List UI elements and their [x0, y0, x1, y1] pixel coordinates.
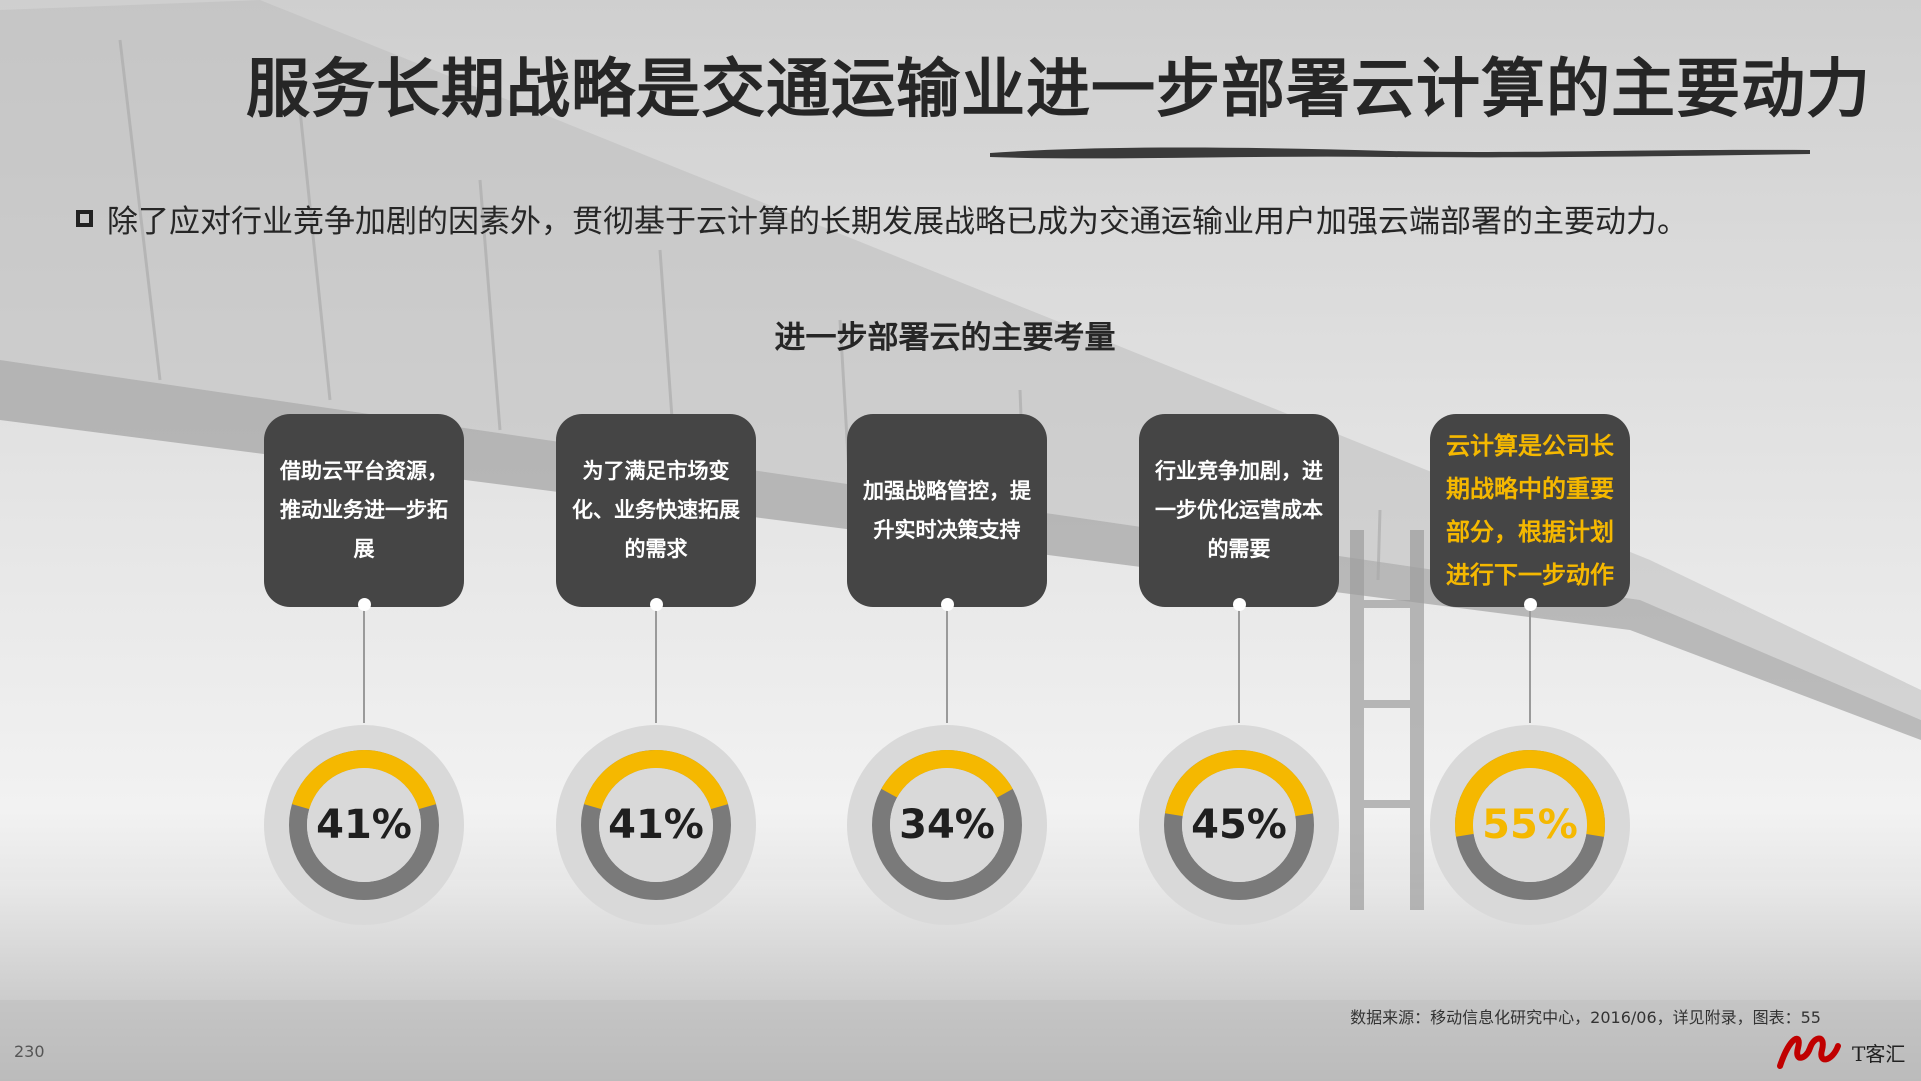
brand-logo-text: T客汇	[1852, 1042, 1906, 1066]
donut-center	[890, 768, 1004, 882]
factor-card: 为了满足市场变化、业务快速拓展的需求	[556, 414, 756, 607]
percentage-donut: 45%	[1139, 725, 1339, 925]
page-number: 230	[14, 1042, 45, 1061]
connector-dot	[1233, 598, 1246, 611]
donut-value-label: 45%	[1191, 802, 1287, 848]
connector-line	[946, 605, 948, 723]
brush-stroke-divider	[990, 147, 1810, 159]
donut-chart	[847, 725, 1047, 925]
page-title: 服务长期战略是交通运输业进一步部署云计算的主要动力	[246, 53, 1871, 127]
donut-chart	[1430, 725, 1630, 925]
percentage-donut: 55%	[1430, 725, 1630, 925]
connector-dot	[358, 598, 371, 611]
factor-card-text: 借助云平台资源，推动业务进一步拓展	[280, 459, 448, 561]
summary-bullet: 除了应对行业竞争加剧的因素外，贯彻基于云计算的长期发展战略已成为交通运输业用户加…	[76, 196, 1688, 241]
connector-line	[1238, 605, 1240, 723]
donut-value-label: 34%	[899, 802, 995, 848]
connector-dot	[941, 598, 954, 611]
donut-chart	[556, 725, 756, 925]
factor-card: 云计算是公司长期战略中的重要部分，根据计划进行下一步动作	[1430, 414, 1630, 607]
donut-center	[1473, 768, 1587, 882]
factor-card-text: 加强战略管控，提升实时决策支持	[863, 478, 1031, 542]
factor-card: 加强战略管控，提升实时决策支持	[847, 414, 1047, 607]
square-bullet-icon	[76, 210, 93, 227]
percentage-donut: 34%	[847, 725, 1047, 925]
factor-card-text: 为了满足市场变化、业务快速拓展的需求	[572, 459, 740, 561]
percentage-donut: 41%	[556, 725, 756, 925]
connector-line	[1529, 605, 1531, 723]
connector-dot	[650, 598, 663, 611]
donut-value-label: 41%	[316, 802, 412, 848]
factor-card-text: 云计算是公司长期战略中的重要部分，根据计划进行下一步动作	[1446, 431, 1614, 589]
summary-text: 除了应对行业竞争加剧的因素外，贯彻基于云计算的长期发展战略已成为交通运输业用户加…	[107, 204, 1688, 240]
donut-value-label: 41%	[608, 802, 704, 848]
data-source: 数据来源：移动信息化研究中心，2016/06，详见附录，图表：55	[1350, 1008, 1821, 1027]
donut-center	[1182, 768, 1296, 882]
donut-value-label: 55%	[1482, 802, 1578, 848]
chart-title: 进一步部署云的主要考量	[774, 320, 1116, 356]
donut-chart	[264, 725, 464, 925]
factor-card: 借助云平台资源，推动业务进一步拓展	[264, 414, 464, 607]
connector-dot	[1524, 598, 1537, 611]
connector-line	[363, 605, 365, 723]
percentage-donut: 41%	[264, 725, 464, 925]
donut-center	[599, 768, 713, 882]
connector-line	[655, 605, 657, 723]
donut-center	[307, 768, 421, 882]
brand-logo-icon	[1777, 1035, 1841, 1069]
factor-card: 行业竞争加剧，进一步优化运营成本的需要	[1139, 414, 1339, 607]
donut-chart	[1139, 725, 1339, 925]
factor-card-text: 行业竞争加剧，进一步优化运营成本的需要	[1155, 459, 1323, 561]
donut-value-arc	[1455, 750, 1605, 901]
